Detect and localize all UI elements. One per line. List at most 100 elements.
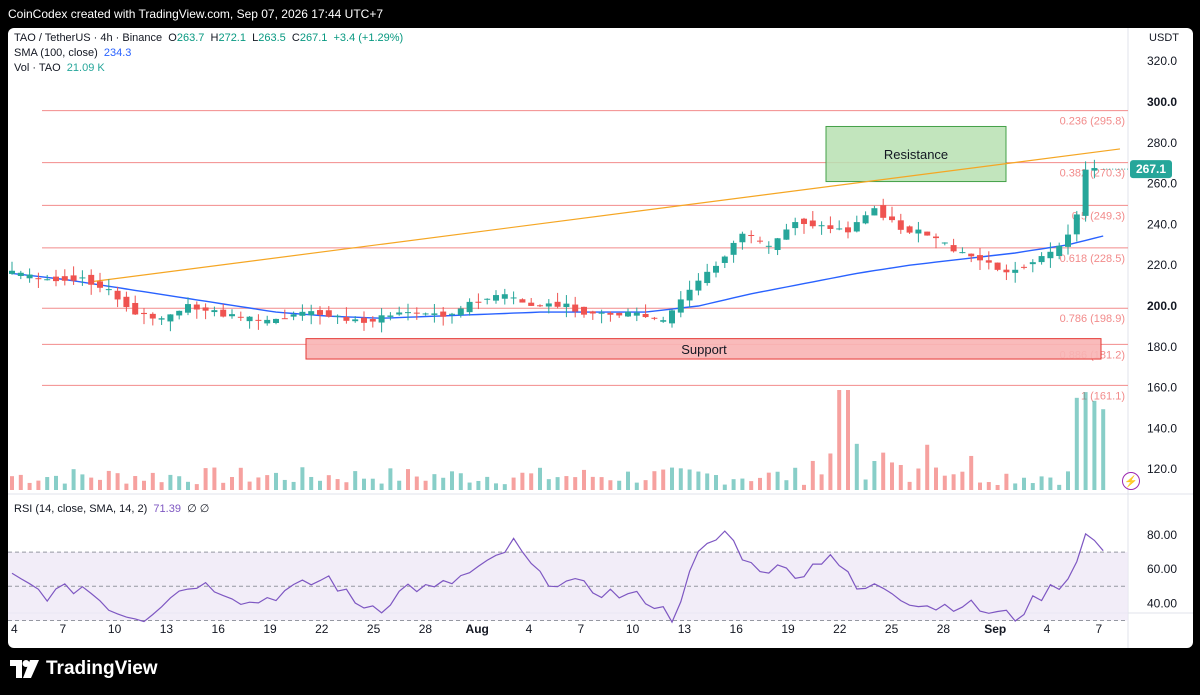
volume-bar: [652, 471, 657, 490]
candle-body: [343, 317, 350, 321]
volume-bar: [335, 479, 340, 490]
volume-bar: [142, 480, 146, 490]
rsi-legend[interactable]: RSI (14, close, SMA, 14, 2) 71.39 ∅ ∅: [14, 502, 209, 515]
candle-body: [792, 222, 799, 229]
fib-level-label: 0.236 (295.8): [1060, 116, 1125, 128]
volume-bar: [714, 475, 718, 490]
volume-bar: [441, 477, 446, 490]
candle-body: [765, 245, 772, 247]
volume-bar: [828, 453, 833, 490]
candle-body: [1056, 245, 1063, 257]
price-tick-label: 260.0: [1147, 177, 1177, 191]
volume-bar: [696, 471, 701, 490]
candle-body: [915, 229, 922, 234]
symbol-row: TAO / TetherUS · 4h · Binance O263.7 H27…: [14, 31, 403, 46]
time-tick-label: 13: [160, 622, 174, 636]
time-tick-label: 10: [626, 622, 640, 636]
candle-body: [554, 301, 561, 307]
candle-body: [757, 240, 763, 242]
volume-bar: [432, 474, 437, 490]
time-tick-label: Sep: [984, 622, 1006, 636]
price-tick-label: 140.0: [1147, 421, 1177, 435]
rsi-line: [11, 530, 1104, 624]
volume-bar: [370, 478, 375, 490]
volume-bar: [256, 477, 261, 490]
fib-level-label: 0.382 (270.3): [1060, 168, 1125, 180]
change-value: +3.4 (+1.29%): [333, 32, 404, 44]
volume-bar: [942, 475, 947, 490]
volume-bar: [643, 480, 648, 490]
candle-body: [501, 294, 508, 299]
volume-bar: [722, 484, 727, 490]
volume-bar: [995, 484, 1000, 490]
volume-bar: [986, 482, 991, 490]
volume-bar: [819, 474, 824, 490]
rsi-label: RSI (14, close, SMA, 14, 2): [14, 503, 148, 515]
candle-body: [985, 260, 992, 263]
close-value: 267.1: [299, 32, 328, 44]
candle-body: [97, 281, 103, 288]
candle-body: [361, 317, 367, 323]
time-tick-label: 22: [833, 622, 847, 636]
volume-bar: [247, 481, 252, 490]
volume-bar: [458, 473, 463, 490]
candle-body: [598, 312, 605, 314]
candle-body: [440, 311, 447, 317]
candle-body: [449, 313, 455, 315]
time-tick-label: 10: [108, 622, 122, 636]
candle-body: [88, 274, 95, 285]
volume-bar: [969, 455, 974, 490]
volume-bar: [661, 469, 666, 490]
candle-body: [739, 233, 746, 243]
volume-bar: [450, 471, 454, 490]
volume-bar: [45, 477, 50, 490]
price-tick-label: 320.0: [1147, 54, 1177, 68]
candle-body: [906, 226, 913, 233]
volume-bar: [1004, 473, 1009, 490]
candle-body: [413, 312, 420, 314]
candle-body: [977, 255, 983, 261]
volume-bar: [740, 478, 745, 490]
volume-bar: [758, 477, 762, 490]
chart-canvas[interactable]: 120.0 140.0 160.0 180.0 200.0 220.0 240.0 260.0…: [8, 28, 1193, 648]
volume-bar: [1092, 400, 1097, 490]
volume-bar: [414, 476, 419, 490]
volume-bar: [1030, 483, 1035, 490]
volume-bar: [230, 477, 234, 490]
candle-body: [53, 276, 59, 282]
volume-bar: [423, 480, 428, 490]
volume-bar: [318, 480, 322, 490]
volume-bar: [467, 482, 472, 490]
volume-row[interactable]: Vol · TAO 21.09 K: [14, 61, 403, 76]
support-zone: [305, 338, 1102, 360]
currency-label[interactable]: USDT: [1149, 32, 1179, 44]
candle-body: [545, 303, 552, 307]
volume-bar: [71, 469, 76, 490]
candle-body: [528, 302, 535, 306]
candle-body: [669, 310, 675, 324]
candle-body: [1073, 214, 1080, 235]
volume-bar: [10, 476, 14, 490]
candle-body: [1091, 168, 1098, 171]
volume-bar: [766, 472, 771, 490]
rsi-extra: ∅ ∅: [187, 503, 210, 515]
tradingview-logo: TradingView: [10, 655, 158, 683]
chart-panel[interactable]: 120.0 140.0 160.0 180.0 200.0 220.0 240.0 260.0…: [8, 28, 1193, 648]
tradingview-logo-icon: [10, 660, 39, 678]
sma-row[interactable]: SMA (100, close) 234.3: [14, 46, 403, 61]
lightning-icon[interactable]: ⚡: [1122, 472, 1140, 490]
candle-body: [880, 205, 887, 218]
volume-bar: [837, 390, 842, 490]
volume-bar: [238, 467, 243, 490]
price-tick-label: 160.0: [1147, 381, 1177, 395]
candle-body: [141, 312, 147, 315]
volume-bar: [186, 481, 190, 490]
support-label: Support: [681, 342, 727, 357]
time-tick-label: 7: [577, 622, 584, 636]
time-tick-label: 4: [1044, 622, 1051, 636]
candle-body: [941, 242, 948, 244]
candle-body: [176, 310, 183, 316]
candle-body: [105, 289, 112, 291]
candle-body: [9, 270, 15, 274]
